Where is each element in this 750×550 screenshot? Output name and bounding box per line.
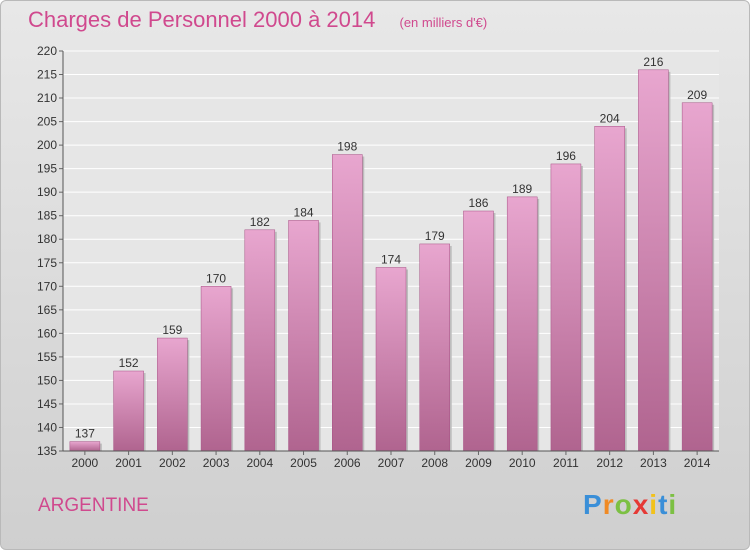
y-tick-label: 135 (37, 444, 57, 458)
x-tick-label: 2001 (115, 456, 142, 470)
y-tick-label: 180 (37, 232, 57, 246)
bar-value-label: 159 (162, 323, 182, 337)
bar (638, 69, 669, 452)
x-tick-label: 2003 (203, 456, 230, 470)
bar (506, 196, 538, 452)
x-tick-label: 2004 (246, 456, 273, 470)
y-tick-label: 200 (37, 138, 57, 152)
bar-value-label: 179 (425, 229, 445, 243)
y-tick-label: 175 (37, 256, 57, 270)
y-tick-label: 210 (37, 91, 57, 105)
bars (69, 69, 715, 452)
x-tick-label: 2005 (290, 456, 317, 470)
x-tick-label: 2011 (553, 456, 579, 470)
bar-value-label: 186 (468, 196, 488, 210)
y-tick-label: 160 (37, 326, 57, 340)
chart-title: Charges de Personnel 2000 à 2014 (en mil… (28, 7, 487, 33)
y-tick-label: 195 (37, 162, 57, 176)
x-tick-label: 2007 (378, 456, 405, 470)
x-tick-label: 2006 (334, 456, 361, 470)
x-tick-label: 2010 (509, 456, 536, 470)
bar (69, 441, 101, 452)
x-tick-label: 2012 (596, 456, 623, 470)
bar (419, 243, 450, 452)
logo-letter: t (658, 489, 669, 520)
x-tick-label: 2000 (72, 456, 99, 470)
bar (244, 229, 276, 452)
bar-value-label: 152 (119, 356, 139, 370)
logo-letter: x (632, 489, 650, 520)
logo-letter: P (583, 489, 603, 520)
bar-value-label: 182 (250, 215, 270, 229)
logo-letter: r (602, 489, 615, 520)
y-tick-label: 140 (37, 420, 57, 434)
proxiti-logo: Proxiti (583, 489, 677, 521)
x-tick-label: 2009 (465, 456, 492, 470)
bar (594, 126, 625, 452)
chart-title-text: Charges de Personnel 2000 à 2014 (28, 7, 376, 32)
bar-value-label: 216 (643, 55, 663, 69)
y-tick-label: 165 (37, 303, 57, 317)
location-name: ARGENTINE (38, 495, 149, 516)
labels: 137 2000 152 2001 159 2002 170 2003 182 2004 184 20… (72, 55, 711, 470)
logo-letter: i (649, 489, 659, 520)
bar (157, 337, 188, 452)
axes: 135 140 145 150 155 160 165 170 175 180 185 190 195 2… (37, 44, 719, 458)
y-tick-label: 190 (37, 185, 57, 199)
bar-value-label: 204 (600, 111, 620, 125)
x-tick-label: 2014 (684, 456, 711, 470)
bar-value-label: 196 (556, 149, 576, 163)
bar-value-label: 170 (206, 271, 226, 285)
y-tick-label: 220 (37, 44, 57, 58)
bar (200, 286, 232, 452)
bar-value-label: 174 (381, 252, 401, 266)
bar (681, 102, 713, 452)
x-tick-label: 2008 (421, 456, 448, 470)
x-tick-label: 2013 (640, 456, 667, 470)
bar (463, 210, 494, 452)
x-tick-label: 2002 (159, 456, 186, 470)
bar-value-label: 198 (337, 140, 357, 154)
y-tick-label: 170 (37, 279, 57, 293)
y-tick-label: 150 (37, 373, 57, 387)
y-tick-label: 215 (37, 68, 57, 82)
bar (332, 154, 363, 452)
y-tick-label: 155 (37, 350, 57, 364)
bar-value-label: 189 (512, 182, 532, 196)
logo-letter: o (614, 489, 633, 520)
bar-value-label: 209 (687, 88, 707, 102)
y-tick-label: 205 (37, 115, 57, 129)
y-tick-label: 185 (37, 209, 57, 223)
bar (550, 163, 582, 452)
bar-value-label: 137 (75, 427, 95, 441)
logo-letter: i (668, 489, 678, 520)
chart-subtitle: (en milliers d'€) (399, 15, 488, 30)
y-tick-label: 145 (37, 397, 57, 411)
bar (375, 267, 407, 452)
bar (113, 370, 144, 452)
bar-value-label: 184 (294, 205, 314, 219)
bar (288, 220, 319, 452)
